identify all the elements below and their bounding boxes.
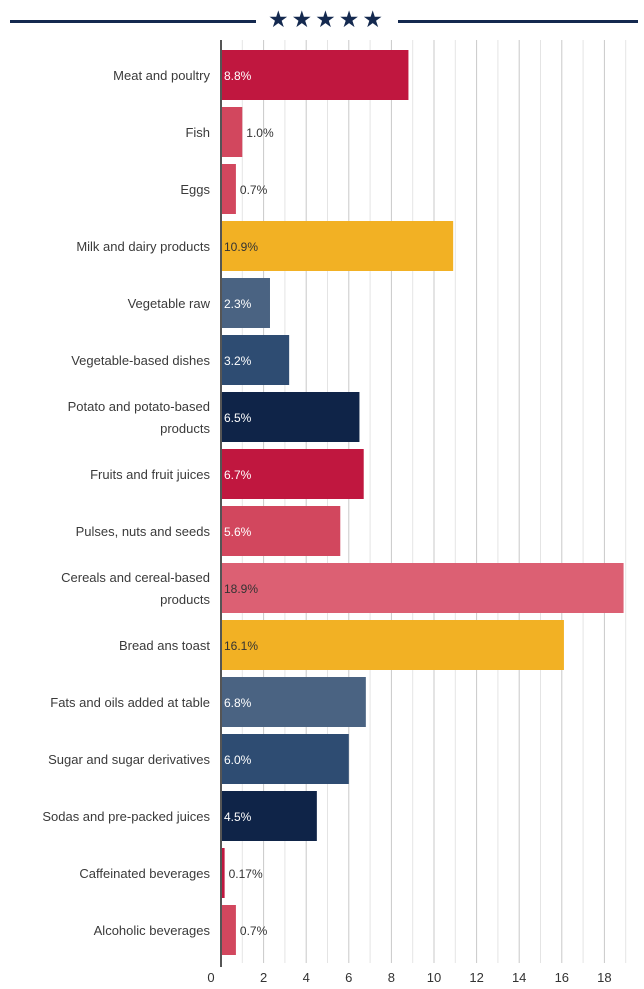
value-label-9: 18.9%	[224, 582, 258, 596]
bar-9	[221, 563, 624, 613]
category-label-4: Vegetable raw	[128, 296, 211, 311]
category-label-15: Alcoholic beverages	[94, 923, 211, 938]
value-label-10: 16.1%	[224, 639, 258, 653]
x-tick-label-2: 2	[260, 970, 267, 985]
value-label-1: 1.0%	[246, 126, 274, 140]
value-label-5: 3.2%	[224, 354, 252, 368]
category-label-7: Fruits and fruit juices	[90, 467, 210, 482]
x-tick-label-14: 14	[512, 970, 526, 985]
value-label-6: 6.5%	[224, 411, 252, 425]
bar-11	[221, 677, 366, 727]
category-label-12: Sugar and sugar derivatives	[48, 752, 210, 767]
category-label-10: Bread ans toast	[119, 638, 210, 653]
category-label-6: products	[160, 421, 210, 436]
value-label-4: 2.3%	[224, 297, 252, 311]
chart-header: ★★★★★	[0, 0, 644, 40]
value-label-3: 10.9%	[224, 240, 258, 254]
bar-7	[221, 449, 364, 499]
bar-2	[221, 164, 236, 214]
value-label-8: 5.6%	[224, 525, 252, 539]
category-label-8: Pulses, nuts and seeds	[76, 524, 211, 539]
bar-5	[221, 335, 290, 385]
category-label-1: Fish	[185, 125, 210, 140]
value-label-13: 4.5%	[224, 810, 252, 824]
x-tick-label-10: 10	[427, 970, 441, 985]
category-label-2: Eggs	[180, 182, 210, 197]
header-stars: ★★★★★	[267, 7, 387, 33]
bar-3	[221, 221, 454, 271]
bar-4	[221, 278, 270, 328]
category-label-13: Sodas and pre-packed juices	[42, 809, 210, 824]
bar-14	[221, 848, 225, 898]
bar-6	[221, 392, 360, 442]
bar-1	[221, 107, 243, 157]
bar-0	[221, 50, 409, 100]
header-line-right	[398, 20, 638, 23]
value-label-14: 0.17%	[229, 867, 263, 881]
x-tick-label-0: 0	[207, 970, 214, 985]
x-tick-label-8: 8	[388, 970, 395, 985]
bar-15	[221, 905, 236, 955]
value-label-11: 6.8%	[224, 696, 252, 710]
category-label-9: Cereals and cereal-based	[61, 570, 210, 585]
bar-10	[221, 620, 564, 670]
x-tick-label-4: 4	[303, 970, 310, 985]
category-label-5: Vegetable-based dishes	[71, 353, 210, 368]
value-label-15: 0.7%	[240, 924, 268, 938]
category-label-3: Milk and dairy products	[76, 239, 210, 254]
x-tick-label-12: 12	[469, 970, 483, 985]
x-tick-label-6: 6	[345, 970, 352, 985]
category-label-9: products	[160, 592, 210, 607]
value-label-2: 0.7%	[240, 183, 268, 197]
value-label-0: 8.8%	[224, 69, 252, 83]
bar-13	[221, 791, 317, 841]
bar-8	[221, 506, 341, 556]
category-label-0: Meat and poultry	[113, 68, 210, 83]
category-label-6: Potato and potato-based	[68, 399, 210, 414]
x-tick-label-18: 18	[597, 970, 611, 985]
header-line-left	[10, 20, 256, 23]
category-label-14: Caffeinated beverages	[79, 866, 210, 881]
bar-12	[221, 734, 349, 784]
value-label-7: 6.7%	[224, 468, 252, 482]
x-tick-label-16: 16	[555, 970, 569, 985]
category-label-11: Fats and oils added at table	[50, 695, 210, 710]
value-label-12: 6.0%	[224, 753, 252, 767]
